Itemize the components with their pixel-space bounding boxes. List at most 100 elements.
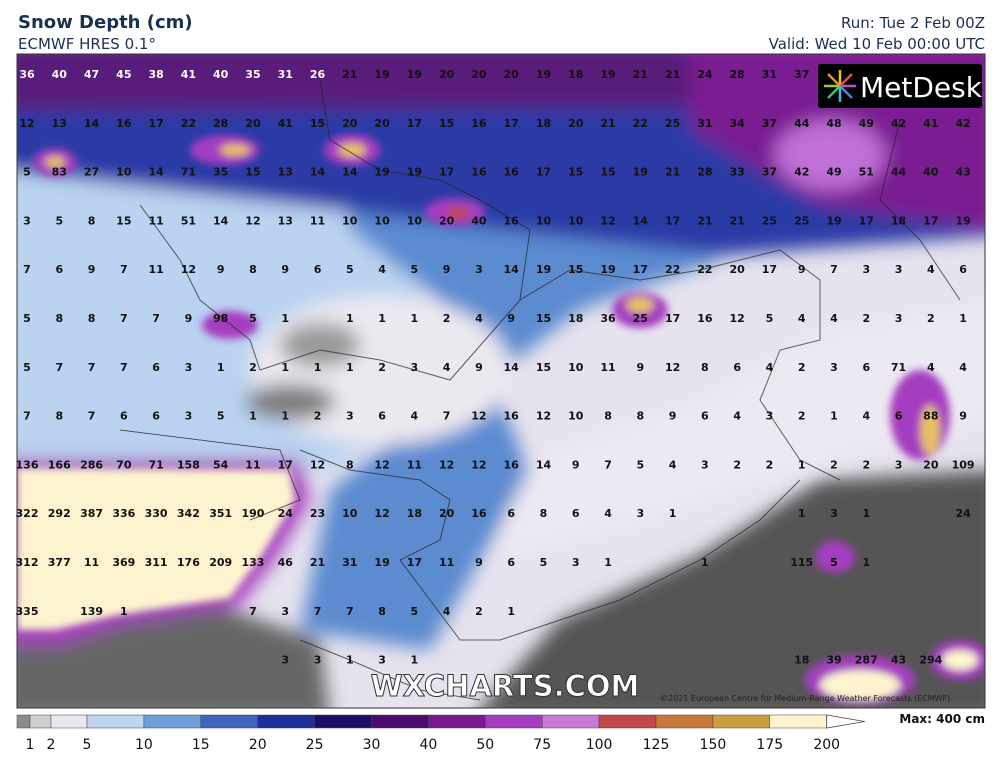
depth-value: 12: [19, 117, 34, 130]
depth-value: 5: [636, 458, 644, 471]
depth-value: 209: [209, 556, 232, 569]
depth-value: 71: [891, 361, 906, 374]
depth-value: 10: [536, 214, 552, 227]
depth-value: 6: [895, 410, 903, 423]
depth-value: 1: [507, 605, 515, 618]
depth-value: 12: [374, 507, 389, 520]
depth-value: 42: [891, 117, 906, 130]
depth-value: 49: [859, 117, 874, 130]
logo-box: [818, 64, 982, 108]
depth-value: 19: [407, 68, 422, 81]
depth-value: 2: [475, 605, 483, 618]
depth-value: 6: [701, 410, 709, 423]
depth-value: 330: [145, 507, 168, 520]
depth-value: 3: [23, 214, 31, 227]
copyright: ©2021 European Centre for Medium-Range W…: [660, 694, 950, 703]
depth-value: 6: [55, 263, 63, 276]
depth-value: 7: [604, 458, 612, 471]
depth-value: 11: [600, 361, 615, 374]
depth-value: 10: [374, 214, 390, 227]
depth-value: 3: [475, 263, 483, 276]
depth-value: 5: [249, 312, 257, 325]
depth-value: 15: [568, 166, 583, 179]
depth-value: 11: [148, 263, 163, 276]
depth-value: 3: [346, 410, 354, 423]
depth-value: 33: [730, 166, 745, 179]
logo-icon: [824, 70, 856, 102]
depth-value: 12: [536, 410, 551, 423]
depth-value: 54: [213, 458, 229, 471]
depth-value: 5: [23, 361, 31, 374]
depth-value: 4: [604, 507, 612, 520]
depth-value: 17: [148, 117, 163, 130]
depth-value: 15: [600, 166, 615, 179]
depth-value: 2: [249, 361, 257, 374]
depth-value: 15: [536, 361, 551, 374]
depth-value: 2: [798, 410, 806, 423]
depth-value: 16: [697, 312, 713, 325]
depth-value: 71: [181, 166, 196, 179]
depth-value: 4: [766, 361, 774, 374]
colorbar-label: 10: [135, 737, 153, 753]
depth-value: 3: [314, 654, 322, 667]
depth-value: 6: [507, 507, 515, 520]
colorbar-label: 30: [363, 737, 381, 753]
depth-value: 34: [730, 117, 746, 130]
run-time: Run: Tue 2 Feb 00Z: [841, 14, 985, 32]
depth-value: 18: [536, 117, 551, 130]
depth-value: 5: [411, 605, 419, 618]
depth-value: 16: [471, 166, 487, 179]
depth-value: 7: [55, 361, 63, 374]
depth-value: 17: [762, 263, 777, 276]
depth-value: 12: [600, 214, 615, 227]
depth-value: 17: [439, 166, 454, 179]
depth-value: 14: [504, 361, 520, 374]
depth-value: 9: [669, 410, 677, 423]
depth-value: 311: [145, 556, 168, 569]
colorbar-label: 100: [586, 737, 613, 753]
colorbar-label: 2: [47, 737, 56, 753]
depth-value: 44: [794, 117, 810, 130]
depth-value: 31: [762, 68, 777, 81]
depth-value: 1: [830, 410, 838, 423]
depth-value: 46: [278, 556, 294, 569]
depth-value: 4: [475, 312, 483, 325]
depth-value: 20: [504, 68, 520, 81]
depth-value: 14: [536, 458, 552, 471]
depth-value: 10: [116, 166, 132, 179]
colorbar-segment: [257, 714, 315, 729]
depth-value: 45: [116, 68, 131, 81]
depth-value: 11: [439, 556, 454, 569]
depth-value: 15: [536, 312, 551, 325]
depth-value: 18: [568, 68, 583, 81]
colorbar-segment: [29, 714, 52, 729]
depth-value: 16: [504, 214, 520, 227]
depth-value: 4: [733, 410, 741, 423]
depth-value: 9: [281, 263, 289, 276]
map-frame: [16, 53, 986, 709]
depth-value: 24: [955, 507, 971, 520]
depth-value: 7: [443, 410, 451, 423]
depth-value: 7: [152, 312, 160, 325]
depth-value: 17: [859, 214, 874, 227]
colorbar-label: 75: [533, 737, 551, 753]
depth-value: 9: [636, 361, 644, 374]
colorbar-label: 200: [813, 737, 840, 753]
depth-value: 1: [411, 312, 419, 325]
depth-value: 2: [862, 312, 870, 325]
depth-value: 9: [959, 410, 967, 423]
colorbar-label: 20: [249, 737, 267, 753]
depth-value: 351: [209, 507, 232, 520]
logo-text: MetDesk: [860, 71, 983, 104]
depth-value: 28: [730, 68, 745, 81]
depth-value: 19: [374, 166, 389, 179]
depth-value: 16: [471, 117, 487, 130]
depth-value: 19: [536, 68, 551, 81]
depth-value: 1: [346, 312, 354, 325]
depth-value: 3: [411, 361, 419, 374]
depth-value: 4: [862, 410, 870, 423]
depth-value: 20: [439, 214, 455, 227]
depth-value: 17: [633, 263, 648, 276]
depth-value: 7: [120, 312, 128, 325]
depth-value: 41: [923, 117, 938, 130]
